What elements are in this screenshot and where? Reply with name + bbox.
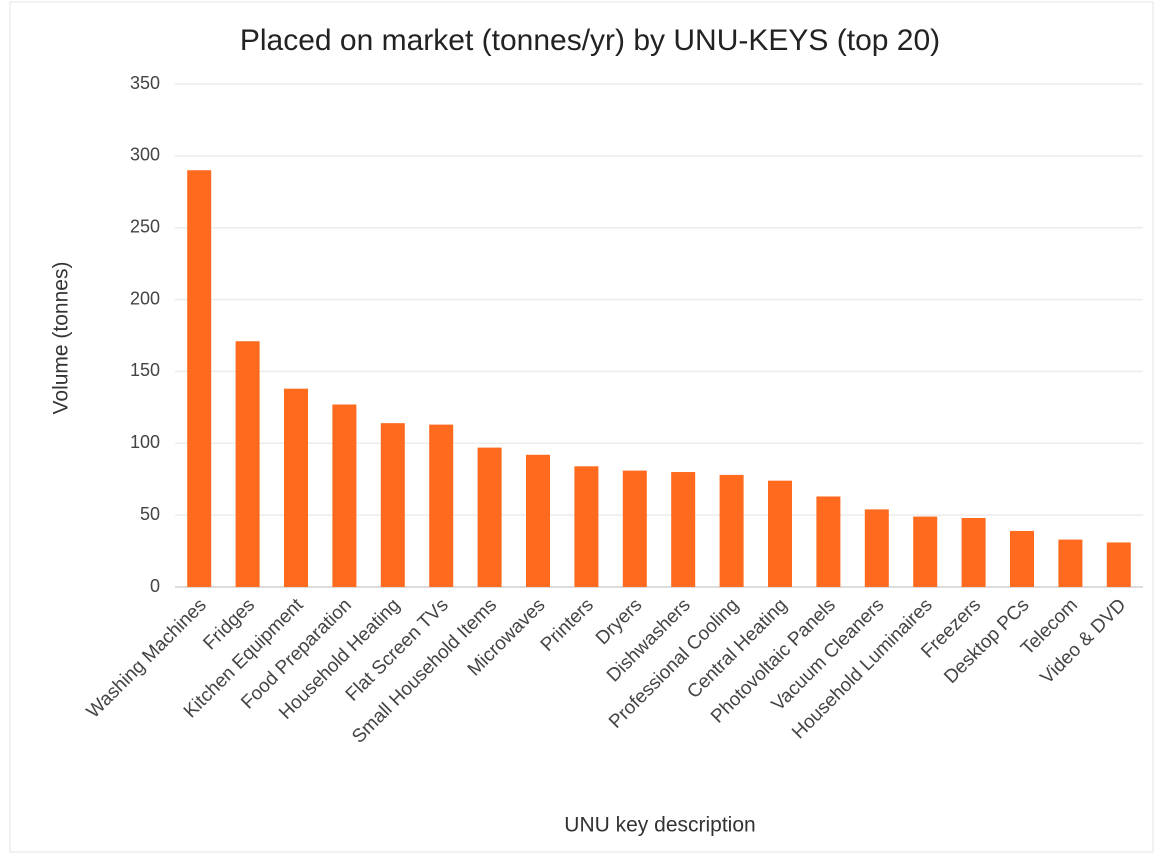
bar bbox=[284, 388, 308, 587]
bar bbox=[864, 509, 889, 587]
bar bbox=[380, 423, 405, 587]
y-tick-label: 300 bbox=[130, 145, 160, 165]
bar bbox=[429, 424, 454, 587]
bar bbox=[671, 472, 696, 587]
bar bbox=[235, 341, 260, 587]
y-tick-label: 50 bbox=[140, 504, 160, 524]
bar bbox=[187, 170, 212, 587]
y-tick-label: 350 bbox=[130, 73, 160, 93]
y-tick-label: 200 bbox=[130, 288, 160, 308]
chart-title: Placed on market (tonnes/yr) by UNU-KEYS… bbox=[240, 24, 940, 57]
y-axis-label: Volume (tonnes) bbox=[50, 262, 73, 415]
bar bbox=[768, 480, 792, 587]
y-tick-label: 250 bbox=[130, 216, 160, 236]
bar bbox=[816, 496, 841, 587]
y-tick-label: 150 bbox=[130, 360, 160, 380]
y-tick-label: 0 bbox=[150, 576, 160, 596]
y-tick-label: 100 bbox=[130, 432, 160, 452]
bar bbox=[526, 454, 550, 587]
x-axis-label: UNU key description bbox=[564, 814, 755, 837]
bar bbox=[332, 404, 357, 587]
bar bbox=[1106, 542, 1131, 587]
bar bbox=[719, 474, 744, 587]
frame bbox=[9, 1, 1154, 853]
bar bbox=[1058, 539, 1083, 587]
bar bbox=[1010, 530, 1034, 587]
bar bbox=[961, 518, 986, 587]
bar bbox=[477, 447, 502, 587]
bar bbox=[913, 516, 938, 587]
bar bbox=[622, 470, 647, 587]
bar bbox=[574, 466, 599, 587]
